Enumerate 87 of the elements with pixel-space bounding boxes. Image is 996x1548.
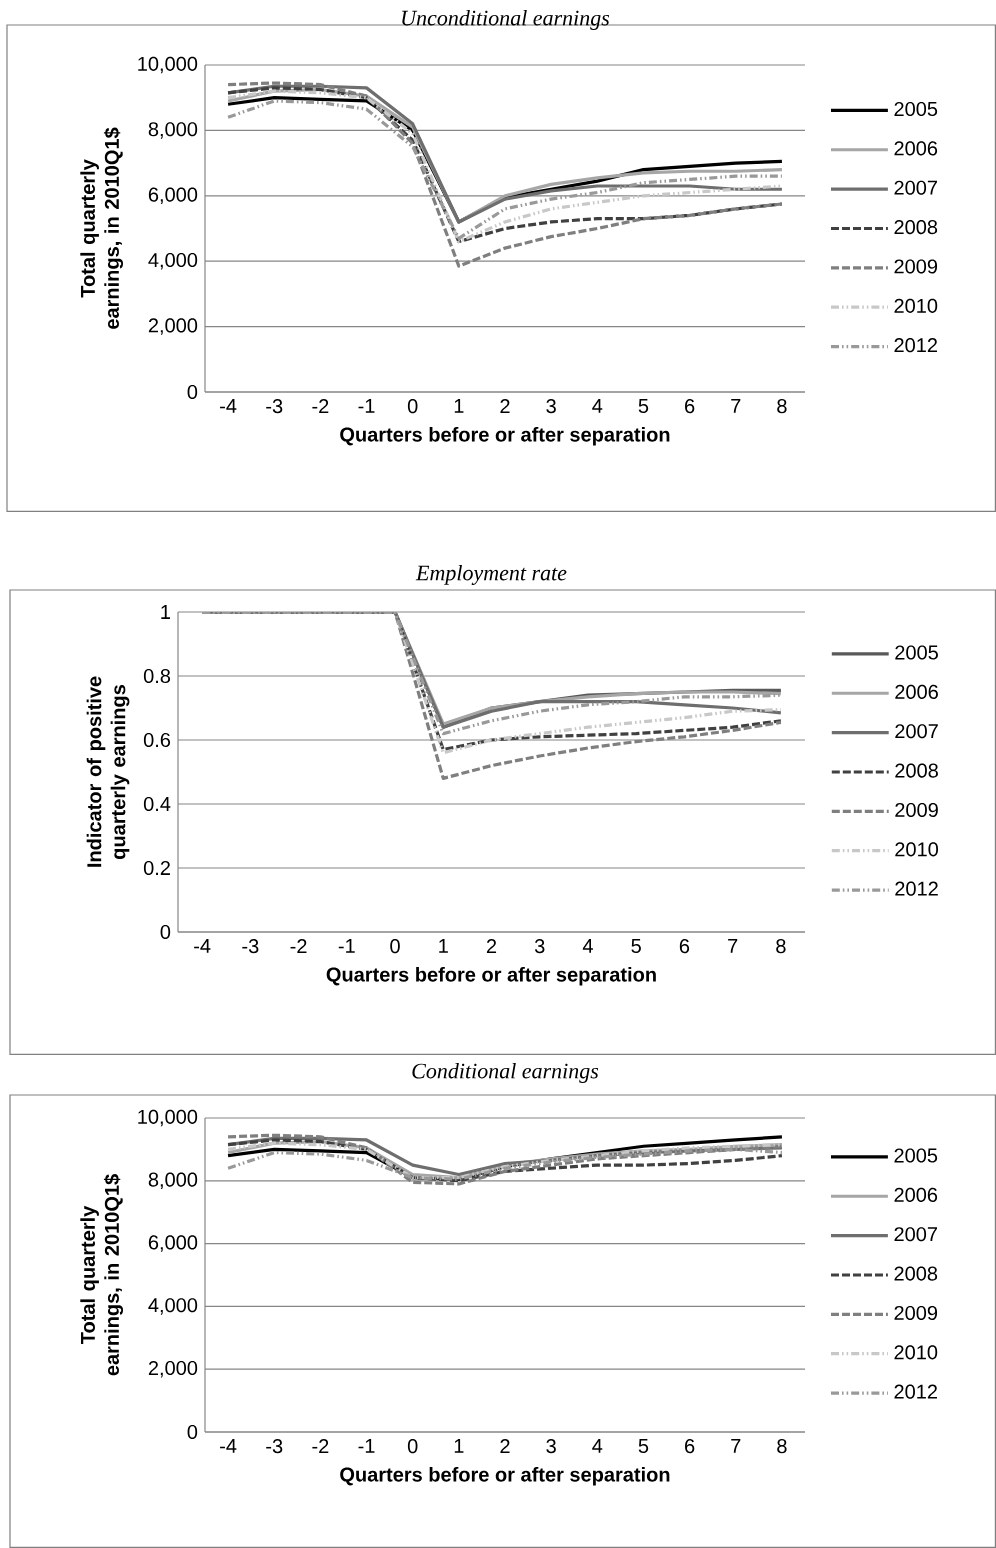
y-axis-title: Indicator of positive quarterly earnings [86, 676, 130, 867]
legend-label: 2010 [894, 298, 938, 313]
y-tick-label: 0.2 [143, 860, 170, 876]
legend-label: 2007 [895, 724, 938, 739]
x-tick-label: 6 [685, 399, 695, 414]
x-tick-label: -4 [220, 1439, 237, 1453]
y-tick-label: 0.4 [143, 796, 171, 812]
x-tick-label: -1 [358, 399, 375, 413]
x-tick-label: 4 [592, 399, 603, 413]
x-tick-label: 0 [390, 939, 400, 954]
y-tick-label: 0.8 [143, 668, 171, 684]
legend-label: 2007 [894, 1227, 937, 1242]
legend-label: 2012 [894, 1384, 937, 1399]
legend-label: 2005 [894, 1148, 938, 1163]
x-tick-label: -3 [266, 1439, 283, 1454]
y-tick-label: 8,000 [148, 122, 198, 139]
x-tick-label: 1 [454, 1439, 464, 1453]
x-tick-label: 3 [546, 1439, 556, 1454]
y-tick-label: 2,000 [148, 318, 198, 335]
x-tick-label: 1 [439, 939, 448, 953]
y-tick-label: 0 [187, 384, 198, 400]
x-tick-label: -2 [312, 1439, 329, 1454]
x-tick-label: 3 [534, 939, 545, 954]
legend-label: 2008 [894, 1266, 938, 1281]
x-tick-label: 3 [546, 399, 556, 414]
x-tick-label: 4 [582, 939, 593, 953]
legend-label: 2006 [894, 1187, 938, 1202]
legend-label: 2009 [894, 1305, 938, 1321]
legend-label: 2005 [895, 645, 938, 660]
x-tick-label: 8 [776, 939, 786, 954]
legend-label: 2006 [894, 141, 938, 156]
x-tick-label: -1 [338, 939, 355, 953]
legend-label: 2009 [894, 259, 938, 274]
x-tick-label: -2 [312, 399, 329, 414]
x-tick-label: 6 [685, 1439, 695, 1454]
legend-label: 2009 [895, 802, 938, 818]
legend-label: 2008 [895, 763, 938, 778]
x-tick-label: 7 [731, 399, 741, 413]
legend-label: 2012 [895, 881, 938, 896]
x-tick-label: 7 [731, 1439, 741, 1453]
y-tick-label: 6,000 [148, 187, 198, 205]
legend-label: 2006 [895, 684, 938, 699]
y-tick-label: 1 [161, 605, 170, 619]
x-tick-label: 5 [638, 1439, 649, 1453]
x-tick-label: 2 [486, 939, 497, 954]
x-tick-label: 2 [500, 1439, 510, 1454]
legend-label: 2008 [894, 220, 938, 235]
x-tick-label: -1 [358, 1439, 375, 1453]
y-axis-title: Total quarterly earnings, in 2010Q1$ [80, 1174, 124, 1376]
y-tick-label: 0 [160, 924, 171, 940]
y-tick-label: 10,000 [138, 56, 198, 74]
y-axis-title: Total quarterly earnings, in 2010Q1$ [80, 127, 124, 329]
legend-label: 2007 [894, 180, 937, 195]
x-tick-label: 1 [454, 399, 464, 413]
y-tick-label: 4,000 [148, 252, 198, 270]
x-tick-label: -4 [220, 399, 237, 413]
legend-label: 2010 [895, 842, 939, 857]
x-axis-title: Quarters before or after separation [340, 1466, 670, 1486]
x-tick-label: 6 [679, 939, 690, 954]
x-tick-label: 0 [407, 1439, 418, 1454]
y-tick-label: 10,000 [138, 1109, 198, 1127]
chart-title: Employment rate [415, 564, 567, 585]
x-tick-label: 8 [777, 1439, 787, 1454]
chart-title: Unconditional earnings [402, 10, 610, 30]
y-tick-label: 6,000 [148, 1235, 198, 1252]
y-tick-label: 4,000 [148, 1298, 198, 1315]
x-tick-label: 0 [407, 399, 418, 414]
x-tick-label: -3 [266, 399, 283, 414]
y-tick-label: 0.6 [143, 732, 171, 748]
x-tick-label: 4 [592, 1439, 603, 1453]
x-tick-label: -2 [290, 939, 307, 954]
x-tick-label: 2 [500, 399, 510, 414]
x-tick-label: 5 [638, 399, 649, 414]
x-axis-title: Quarters before or after separation [340, 426, 670, 446]
x-tick-label: -4 [194, 939, 211, 953]
x-tick-label: 7 [728, 939, 738, 953]
legend-label: 2005 [894, 101, 938, 117]
y-tick-label: 0 [187, 1424, 198, 1440]
y-tick-label: 8,000 [148, 1172, 198, 1190]
legend-label: 2010 [894, 1345, 938, 1360]
y-tick-label: 2,000 [148, 1360, 198, 1378]
legend-label: 2012 [894, 338, 937, 353]
x-tick-label: 5 [631, 939, 641, 954]
x-tick-label: -3 [242, 939, 259, 954]
x-tick-label: 8 [777, 399, 787, 414]
x-axis-title: Quarters before or after separation [326, 966, 656, 986]
chart-title: Conditional earnings [412, 1063, 599, 1083]
